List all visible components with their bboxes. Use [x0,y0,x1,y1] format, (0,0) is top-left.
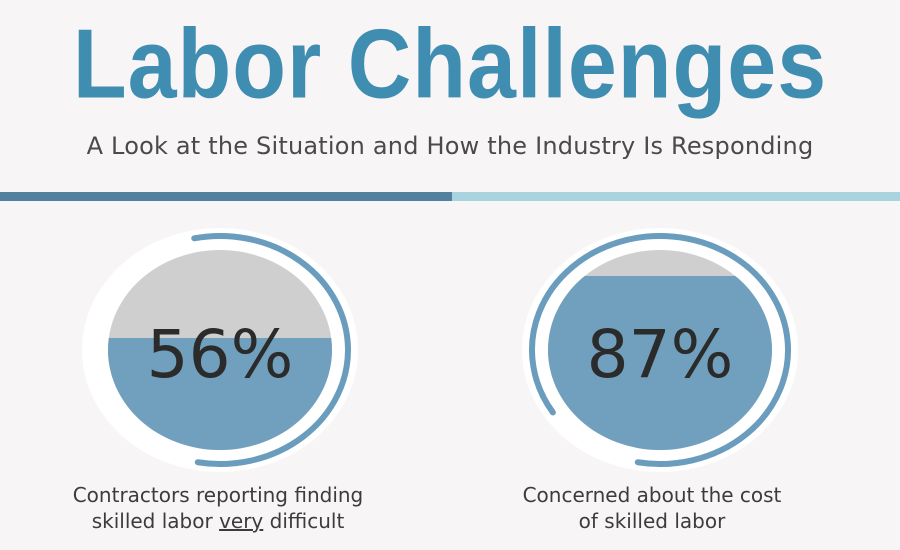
page-title: Labor Challenges [72,7,828,119]
stat-caption: Contractors reporting finding skilled la… [8,482,428,534]
caption-text: difficult [263,509,345,533]
page-subtitle: A Look at the Situation and How the Indu… [86,132,814,160]
gauge-graphic [82,228,358,472]
caption-line: skilled labor very difficult [8,508,428,534]
gauge-fill-group [548,276,772,450]
caption-emphasis: very [219,509,264,533]
stat-gauge-skilled-labor-cost: 87% [510,225,810,475]
stat-caption: Concerned about the cost of skilled labo… [442,482,862,534]
stat-gauge-skilled-labor-difficulty: 56% [70,225,370,475]
caption-line: Concerned about the cost [522,483,782,507]
stat-percentage: 56% [146,316,294,393]
caption-text: skilled labor [91,509,220,533]
caption-line: Contractors reporting finding [72,483,364,507]
gauge-fill [548,276,772,450]
gauge-ring-arc [529,233,791,467]
caption-line: of skilled labor [578,509,726,533]
divider-left [0,192,452,201]
gauge-ring-arc [191,233,351,467]
divider-right [452,192,900,201]
gauge-graphic [522,228,798,472]
stat-percentage: 87% [586,316,734,393]
